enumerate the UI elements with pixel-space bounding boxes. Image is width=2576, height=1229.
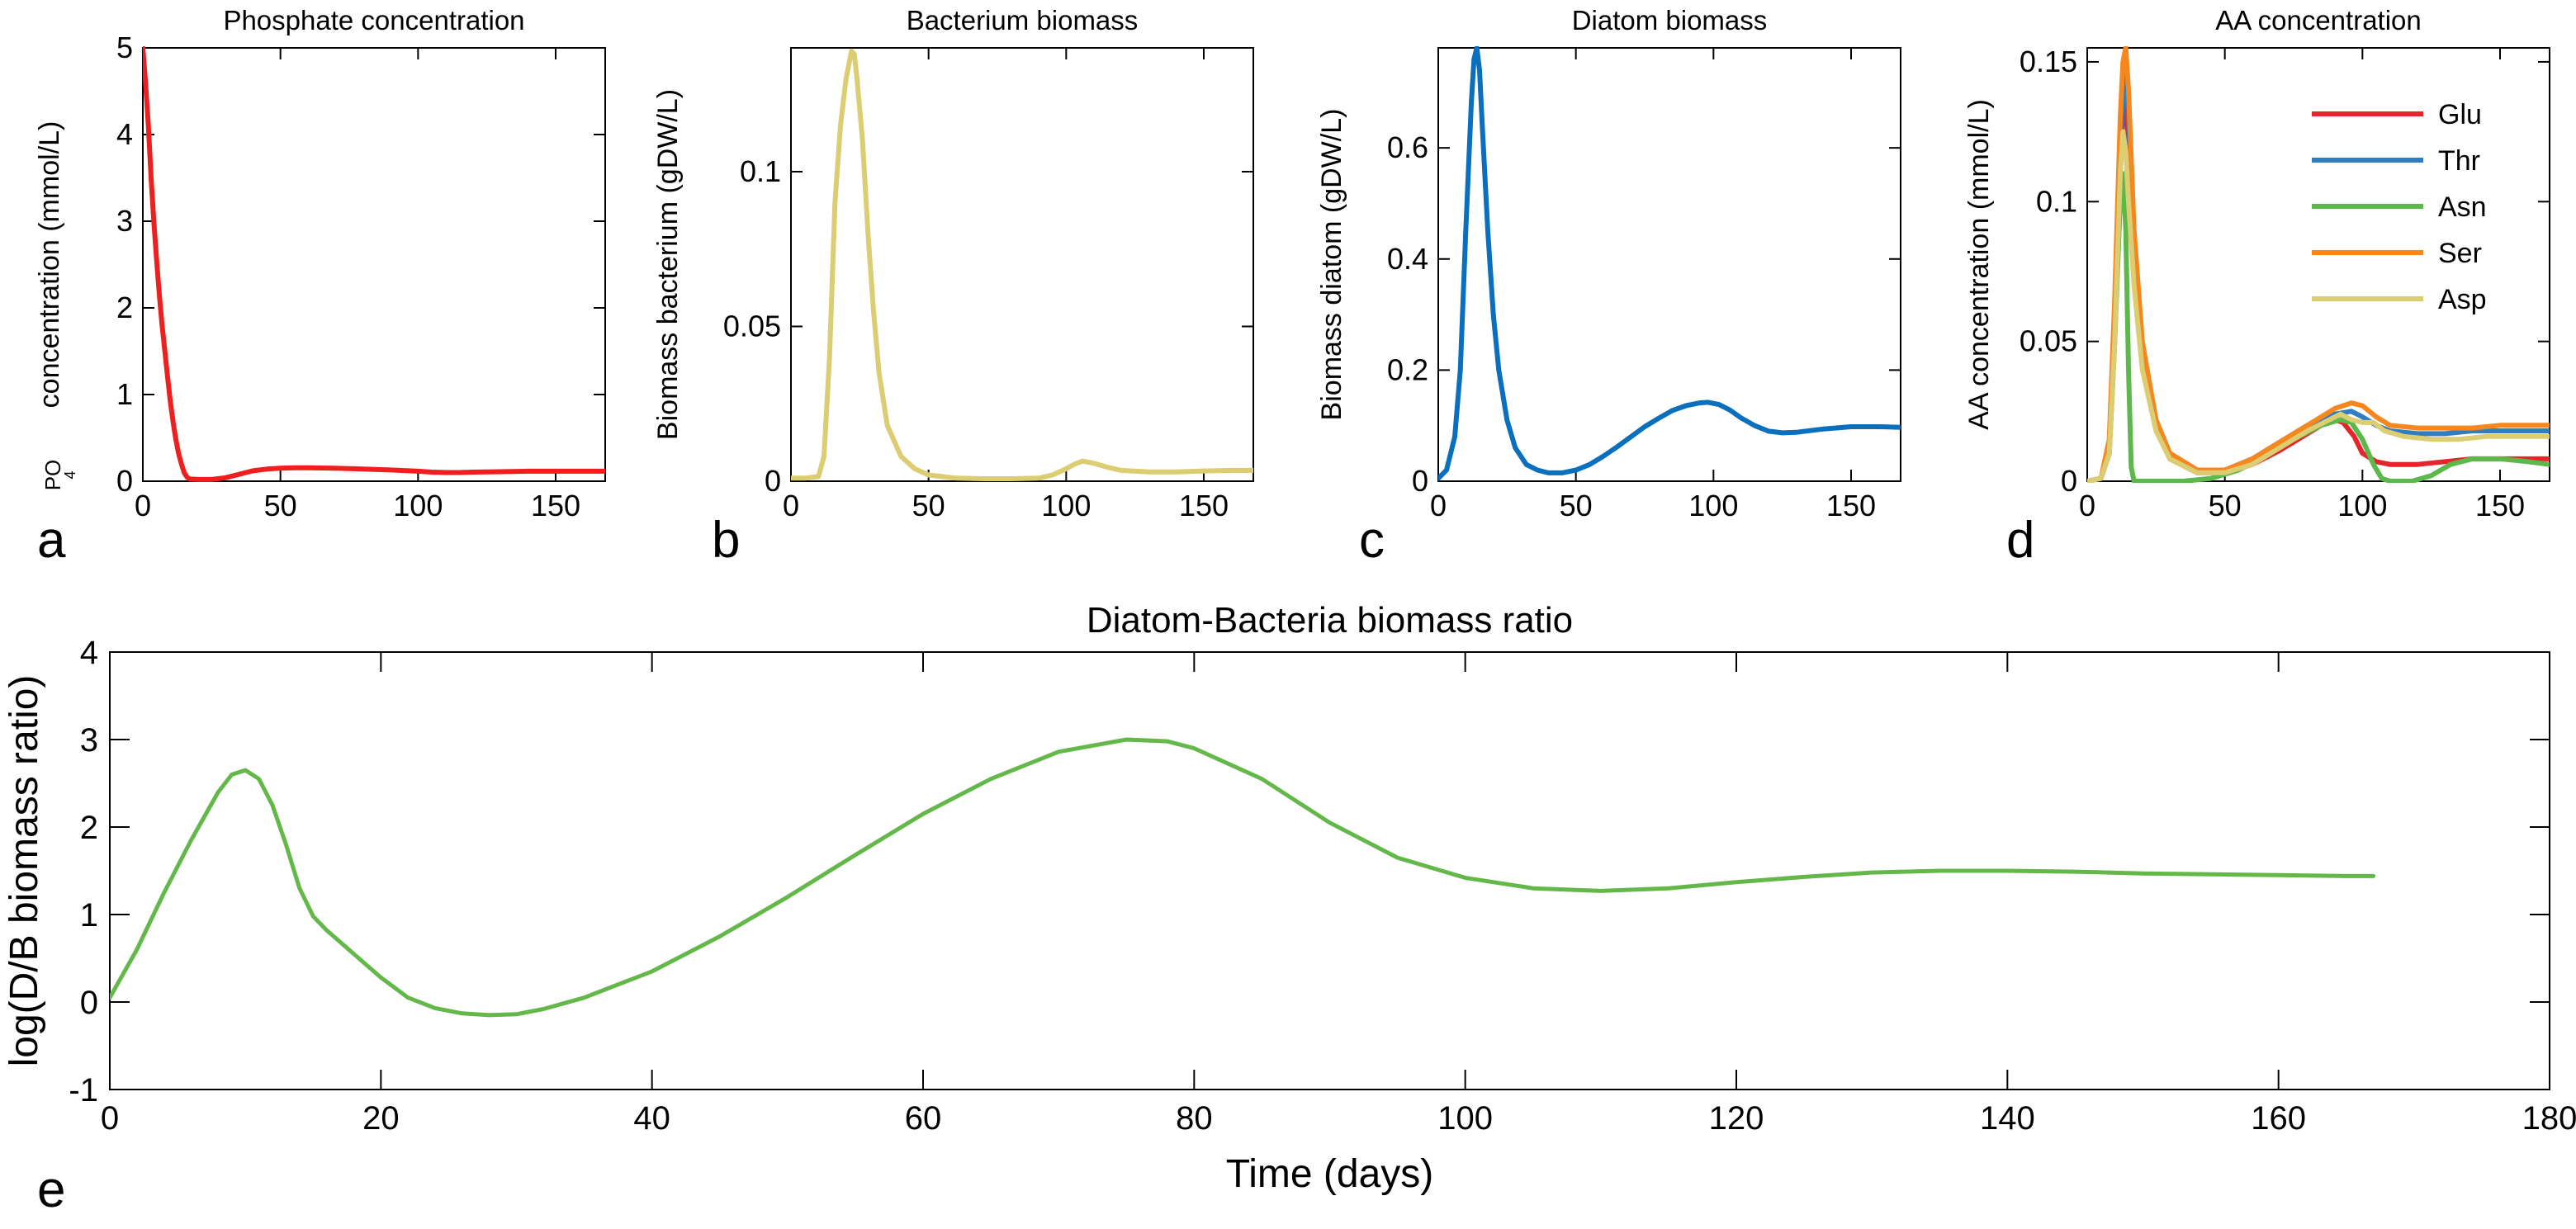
y-tick-label: 0 (1412, 464, 1428, 498)
y-axis-label: log(D/B biomass ratio) (2, 675, 46, 1067)
y-tick-label: 0.1 (2036, 184, 2077, 218)
panel-aa-concentration: 0 50 100 150 0 0.05 0.1 0.15 AA concentration AA … (1963, 5, 2550, 569)
x-tick-label: 60 (905, 1100, 942, 1137)
axes-box (1437, 47, 1901, 482)
y-tick-label: 0.05 (723, 310, 781, 343)
y-axis-label: concentration (mmol/L) (34, 121, 65, 409)
panel-phosphate: 0 50 100 150 0 1 2 3 4 5 Phosphate concentration co… (34, 5, 606, 569)
y-tick-label: 0.6 (1387, 130, 1428, 164)
y-tick-label: 0 (2061, 464, 2077, 498)
panel-letter: a (37, 512, 66, 569)
y-tick-label: 3 (80, 722, 98, 759)
series-line (110, 737, 2376, 1018)
x-tick-label: 0 (135, 489, 151, 522)
panel-biomass-ratio: 0 20 40 60 80 100 120 140 160 180-101234Diatom-Ba… (2, 600, 2576, 1218)
x-tick-label: 120 (1709, 1100, 1764, 1137)
y-axis-label: Biomass diatom (gDW/L) (1316, 109, 1347, 421)
y-tick-label: 1 (116, 377, 133, 411)
x-tick-label: 0 (101, 1100, 119, 1137)
chart-title: Bacterium biomass (907, 5, 1139, 35)
chart-title: AA concentration (2215, 5, 2422, 35)
chart-title: Diatom-Bacteria biomass ratio (1087, 600, 1573, 640)
axes-box (109, 651, 2550, 1090)
x-tick-label: 160 (2251, 1100, 2306, 1137)
x-tick-label: 50 (1560, 489, 1593, 522)
y-tick-label: 0.2 (1387, 352, 1428, 386)
x-tick-label: 0 (2079, 489, 2095, 522)
y-tick-label: 0 (116, 464, 133, 498)
x-tick-label: 0 (783, 489, 799, 522)
legend-label: Ser (2438, 238, 2482, 269)
y-tick-label: 2 (116, 291, 133, 324)
y-axis-label: Biomass bacterium (gDW/L) (652, 89, 684, 440)
x-tick-label: 50 (912, 489, 945, 522)
panel-bacterium-biomass: 0 50 100 150 0 0.05 0.1 Bacterium biomass Biomas… (652, 5, 1254, 569)
panel-letter: b (712, 512, 740, 569)
x-tick-label: 150 (531, 489, 580, 522)
y-tick-label: 2 (80, 810, 98, 846)
legend-label: Thr (2438, 145, 2480, 177)
x-tick-label: 150 (2475, 489, 2525, 522)
legend-label: Asp (2438, 284, 2487, 315)
panel-diatom-biomass: 0 50 100 150 0 0.2 0.4 0.6 Diatom biomass Biomass… (1316, 5, 1901, 569)
y-tick-label: 0.1 (740, 154, 781, 188)
x-tick-label: 40 (633, 1100, 670, 1137)
axes-box (142, 47, 606, 482)
y-tick-label: 5 (116, 31, 133, 64)
series-line-ser (2087, 46, 2550, 483)
series-line (143, 46, 605, 482)
x-tick-label: 80 (1176, 1100, 1213, 1137)
series-line (1438, 46, 1901, 481)
x-tick-label: 100 (2337, 489, 2387, 522)
chart-title: Diatom biomass (1572, 5, 1768, 35)
y-tick-label: -1 (69, 1072, 98, 1108)
panel-letter: c (1359, 512, 1385, 569)
x-axis-label: Time (days) (1226, 1152, 1434, 1196)
x-tick-label: 0 (1430, 489, 1447, 522)
x-tick-label: 180 (2522, 1100, 2576, 1137)
y-tick-label: 3 (116, 204, 133, 238)
y-tick-label: 0.4 (1387, 242, 1428, 276)
y-tick-label: 4 (116, 117, 133, 151)
legend: Glu Thr Asn Ser Asp (2312, 99, 2487, 315)
y-tick-label: 0.15 (2020, 45, 2077, 78)
panel-letter: d (2006, 512, 2034, 569)
x-tick-label: 100 (393, 489, 443, 522)
panel-letter: e (37, 1161, 65, 1218)
axes-box (2086, 47, 2550, 482)
x-tick-label: 100 (1437, 1100, 1493, 1137)
legend-label: Glu (2438, 99, 2482, 130)
axes-box (790, 47, 1254, 482)
y-tick-label: 0 (765, 464, 781, 498)
y-tick-label: 1 (80, 897, 98, 934)
x-tick-label: 100 (1041, 489, 1091, 522)
y-axis-label-subscript: 4 (62, 470, 78, 479)
y-tick-label: 0.05 (2020, 324, 2077, 358)
x-tick-label: 150 (1179, 489, 1229, 522)
x-tick-label: 140 (1980, 1100, 2035, 1137)
x-tick-label: 150 (1826, 489, 1876, 522)
y-tick-label: 4 (80, 635, 98, 671)
legend-label: Asn (2438, 191, 2487, 223)
series-line (791, 48, 1253, 481)
y-tick-label: 0 (80, 985, 98, 1021)
y-axis-label-prefix: PO (40, 460, 65, 491)
x-tick-label: 20 (362, 1100, 400, 1137)
x-tick-label: 50 (264, 489, 297, 522)
x-tick-label: 100 (1688, 489, 1738, 522)
series-line-asp (2087, 129, 2550, 483)
x-tick-label: 50 (2209, 489, 2242, 522)
y-axis-label: AA concentration (mmol/L) (1963, 99, 1995, 430)
chart-title: Phosphate concentration (223, 5, 524, 35)
